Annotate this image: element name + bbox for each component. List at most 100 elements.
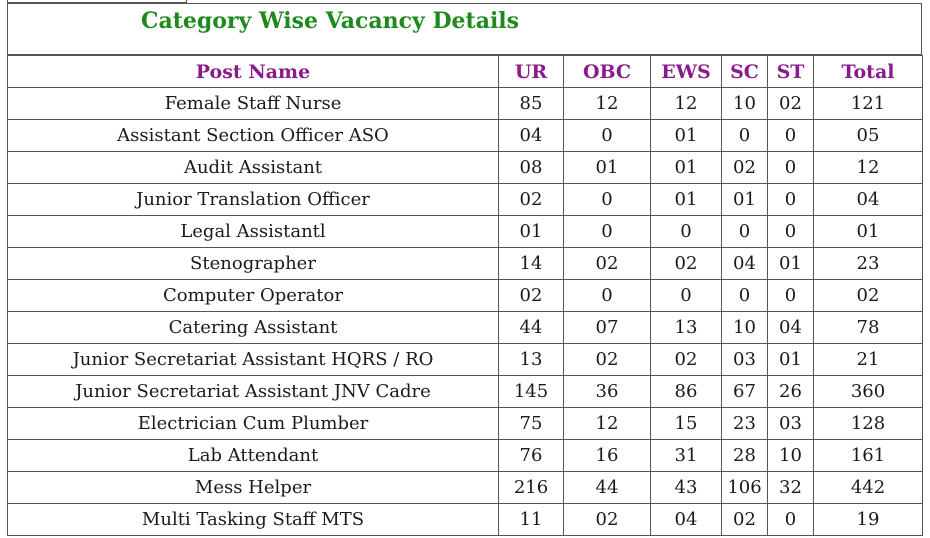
cell-ews: 02 — [650, 343, 722, 376]
cell-post-name: Electrician Cum Plumber — [7, 407, 499, 440]
cell-st: 0 — [767, 279, 814, 312]
cell-post-name: Multi Tasking Staff MTS — [7, 503, 499, 536]
cell-ews: 15 — [650, 407, 722, 440]
table-row: Junior Translation Officer 02 0 01 01 0 04 — [7, 183, 923, 216]
cell-sc: 10 — [721, 311, 768, 344]
cell-ur: 76 — [498, 439, 564, 472]
cell-obc: 02 — [563, 503, 651, 536]
table-row: Audit Assistant 08 01 01 02 0 12 — [7, 151, 923, 184]
cell-ews: 13 — [650, 311, 722, 344]
cell-sc: 03 — [721, 343, 768, 376]
cell-obc: 36 — [563, 375, 651, 408]
header-sc: SC — [721, 55, 768, 88]
cell-ur: 145 — [498, 375, 564, 408]
cell-obc: 16 — [563, 439, 651, 472]
cell-st: 10 — [767, 439, 814, 472]
cell-obc: 07 — [563, 311, 651, 344]
cell-post-name: Legal Assistantl — [7, 215, 499, 248]
cell-ews: 43 — [650, 471, 722, 504]
table-body: Female Staff Nurse 85 12 12 10 02 121 Assistant… — [7, 87, 923, 536]
cell-post-name: Mess Helper — [7, 471, 499, 504]
cell-obc: 12 — [563, 407, 651, 440]
cell-post-name: Female Staff Nurse — [7, 87, 499, 120]
cell-sc: 10 — [721, 87, 768, 120]
cell-ur: 44 — [498, 311, 564, 344]
cell-post-name: Catering Assistant — [7, 311, 499, 344]
cell-ur: 01 — [498, 215, 564, 248]
cell-total: 19 — [813, 503, 923, 536]
cell-st: 0 — [767, 503, 814, 536]
cell-post-name: Junior Translation Officer — [7, 183, 499, 216]
cell-sc: 28 — [721, 439, 768, 472]
cell-sc: 02 — [721, 503, 768, 536]
cell-ews: 12 — [650, 87, 722, 120]
cell-st: 01 — [767, 343, 814, 376]
cell-ews: 01 — [650, 119, 722, 152]
cell-ur: 02 — [498, 279, 564, 312]
table-row: Junior Secretariat Assistant JNV Cadre 14… — [7, 375, 923, 408]
header-total: Total — [813, 55, 923, 88]
cell-sc: 04 — [721, 247, 768, 280]
cell-sc: 0 — [721, 215, 768, 248]
table-row: Catering Assistant 44 07 13 10 04 78 — [7, 311, 923, 344]
table-row: Stenographer 14 02 02 04 01 23 — [7, 247, 923, 280]
table-row: Multi Tasking Staff MTS 11 02 04 02 0 19 — [7, 503, 923, 536]
table-row: Mess Helper 216 44 43 106 32 442 — [7, 471, 923, 504]
cell-post-name: Junior Secretariat Assistant HQRS / RO — [7, 343, 499, 376]
title-box: Category Wise Vacancy Details — [7, 3, 922, 55]
cell-ews: 02 — [650, 247, 722, 280]
cell-st: 02 — [767, 87, 814, 120]
cell-ews: 0 — [650, 215, 722, 248]
cell-total: 12 — [813, 151, 923, 184]
cell-st: 0 — [767, 183, 814, 216]
cell-st: 26 — [767, 375, 814, 408]
cell-ews: 0 — [650, 279, 722, 312]
cell-ur: 13 — [498, 343, 564, 376]
table-row: Legal Assistantl 01 0 0 0 0 01 — [7, 215, 923, 248]
cell-total: 01 — [813, 215, 923, 248]
cell-obc: 01 — [563, 151, 651, 184]
cell-total: 128 — [813, 407, 923, 440]
cell-ur: 85 — [498, 87, 564, 120]
cell-st: 0 — [767, 215, 814, 248]
cell-post-name: Junior Secretariat Assistant JNV Cadre — [7, 375, 499, 408]
table-row: Female Staff Nurse 85 12 12 10 02 121 — [7, 87, 923, 120]
cell-st: 32 — [767, 471, 814, 504]
cell-total: 05 — [813, 119, 923, 152]
cell-post-name: Stenographer — [7, 247, 499, 280]
cell-sc: 106 — [721, 471, 768, 504]
cell-ews: 86 — [650, 375, 722, 408]
cell-sc: 23 — [721, 407, 768, 440]
cell-ur: 14 — [498, 247, 564, 280]
cell-total: 21 — [813, 343, 923, 376]
cell-ur: 04 — [498, 119, 564, 152]
cell-total: 23 — [813, 247, 923, 280]
cell-st: 03 — [767, 407, 814, 440]
cell-total: 442 — [813, 471, 923, 504]
cell-post-name: Audit Assistant — [7, 151, 499, 184]
cell-sc: 02 — [721, 151, 768, 184]
cell-obc: 02 — [563, 343, 651, 376]
cell-total: 02 — [813, 279, 923, 312]
header-ur: UR — [498, 55, 564, 88]
cell-obc: 02 — [563, 247, 651, 280]
header-post-name: Post Name — [7, 55, 499, 88]
top-cell-stub — [7, 0, 187, 3]
cell-ews: 04 — [650, 503, 722, 536]
header-obc: OBC — [563, 55, 651, 88]
header-row: Post Name UR OBC EWS SC ST Total — [7, 55, 923, 88]
cell-ur: 08 — [498, 151, 564, 184]
cell-sc: 67 — [721, 375, 768, 408]
cell-total: 161 — [813, 439, 923, 472]
cell-sc: 01 — [721, 183, 768, 216]
cell-total: 360 — [813, 375, 923, 408]
cell-post-name: Assistant Section Officer ASO — [7, 119, 499, 152]
cell-st: 0 — [767, 151, 814, 184]
table-row: Lab Attendant 76 16 31 28 10 161 — [7, 439, 923, 472]
table-row: Computer Operator 02 0 0 0 0 02 — [7, 279, 923, 312]
page-title: Category Wise Vacancy Details — [140, 8, 520, 34]
cell-total: 121 — [813, 87, 923, 120]
header-st: ST — [767, 55, 814, 88]
cell-obc: 0 — [563, 183, 651, 216]
cell-obc: 0 — [563, 119, 651, 152]
